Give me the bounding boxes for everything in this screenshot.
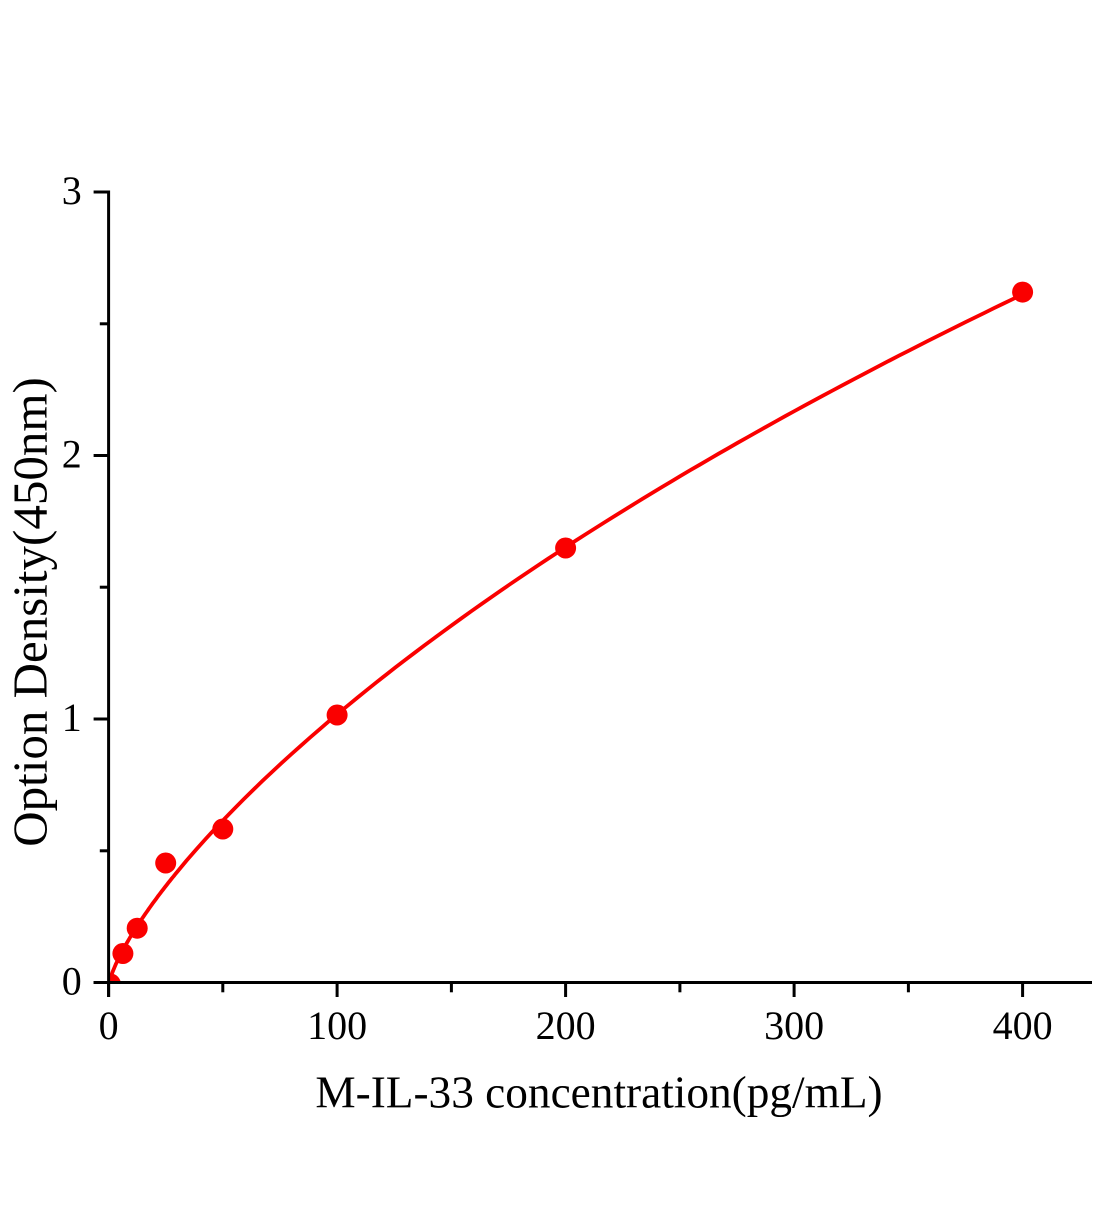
svg-text:1: 1 <box>62 695 82 740</box>
svg-text:0: 0 <box>99 1003 119 1048</box>
svg-text:300: 300 <box>764 1003 824 1048</box>
svg-text:100: 100 <box>307 1003 367 1048</box>
svg-text:3: 3 <box>62 168 82 213</box>
svg-text:2: 2 <box>62 431 82 476</box>
svg-text:Option Density(450nm): Option Density(450nm) <box>2 377 57 847</box>
svg-text:400: 400 <box>993 1003 1053 1048</box>
svg-text:200: 200 <box>536 1003 596 1048</box>
svg-text:0: 0 <box>62 958 82 1003</box>
svg-text:M-IL-33 concentration(pg/mL): M-IL-33 concentration(pg/mL) <box>315 1068 882 1118</box>
